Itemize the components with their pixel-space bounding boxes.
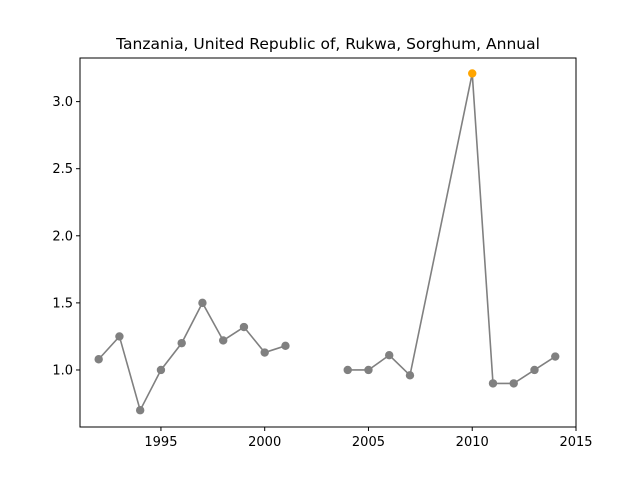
data-point — [385, 351, 394, 360]
data-point — [551, 352, 560, 361]
data-point — [281, 341, 290, 351]
data-point — [94, 355, 103, 364]
data-point — [260, 348, 269, 357]
x-tick-label: 2010 — [456, 435, 489, 450]
series-line-1 — [98, 301, 286, 413]
data-point — [405, 371, 415, 380]
x-tick-label: 2015 — [559, 435, 592, 450]
y-tick-label: 3.0 — [52, 95, 73, 110]
data-point — [343, 365, 352, 375]
data-point — [239, 322, 249, 332]
data-point — [530, 365, 539, 375]
y-tick-label: 2.0 — [52, 229, 73, 244]
x-tick-label: 2005 — [352, 435, 385, 450]
data-point — [219, 336, 228, 345]
data-point — [156, 365, 166, 375]
data-point — [177, 338, 186, 348]
data-point — [198, 298, 207, 308]
y-tick-label: 1.5 — [52, 296, 73, 311]
highlight-point — [468, 69, 477, 78]
plot-area: 1995 2000 2005 2010 2015 1.0 1.5 2.0 2.5 3.0 — [52, 57, 593, 450]
data-point — [509, 379, 518, 388]
data-point — [135, 406, 145, 415]
x-tick-label: 2000 — [248, 435, 281, 450]
y-tick-label: 2.5 — [52, 162, 73, 177]
chart-title: Tanzania, United Republic of, Rukwa, Sor… — [115, 35, 540, 53]
x-tick-label: 1995 — [144, 435, 177, 450]
plot-frame — [79, 57, 577, 428]
data-point — [488, 379, 498, 388]
data-point — [364, 365, 373, 375]
data-point — [115, 332, 124, 341]
y-tick-label: 1.0 — [52, 363, 73, 378]
